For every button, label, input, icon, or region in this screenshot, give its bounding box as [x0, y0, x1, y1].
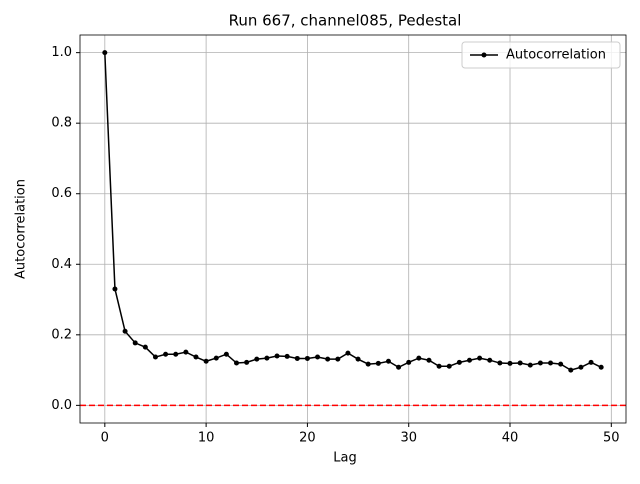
data-point [527, 362, 533, 368]
data-point [112, 286, 118, 292]
data-point [487, 357, 493, 363]
y-tick-label: 1.0 [51, 45, 72, 60]
data-point [537, 360, 543, 366]
chart-title: Run 667, channel085, Pedestal [229, 12, 462, 30]
data-point [456, 359, 462, 365]
data-point [294, 355, 300, 361]
data-point [406, 359, 412, 365]
legend-marker [481, 52, 487, 58]
y-tick-label: 0.0 [51, 398, 72, 413]
data-point [223, 351, 229, 357]
data-line [104, 52, 602, 371]
legend-label: Autocorrelation [506, 48, 606, 63]
y-tick-label: 0.4 [51, 257, 72, 272]
data-point [507, 360, 513, 366]
data-point [244, 359, 250, 365]
y-axis-label: Autocorrelation [14, 179, 29, 279]
data-point [568, 367, 574, 373]
data-point [416, 355, 422, 361]
data-point [315, 354, 321, 360]
x-tick-label: 50 [603, 431, 620, 446]
plot-frame [79, 34, 627, 424]
x-tick-label: 20 [299, 431, 316, 446]
data-point [477, 355, 483, 361]
x-tick-label: 10 [198, 431, 215, 446]
data-point [436, 363, 442, 369]
data-point [102, 50, 108, 56]
data-point [234, 360, 240, 366]
data-point [284, 353, 290, 359]
x-tick-label: 0 [101, 431, 109, 446]
data-point [173, 351, 179, 357]
data-point [132, 340, 138, 346]
data-point [193, 354, 199, 360]
data-point [497, 360, 503, 366]
data-point [142, 344, 148, 350]
data-point [385, 358, 391, 364]
data-point [426, 357, 432, 363]
data-point [598, 364, 604, 370]
data-point [152, 354, 158, 360]
data-point [325, 356, 331, 362]
data-point [274, 353, 280, 359]
x-tick-label: 40 [502, 431, 519, 446]
legend-box [461, 41, 621, 69]
data-point [588, 359, 594, 365]
data-point [163, 351, 169, 357]
data-point [203, 358, 209, 364]
x-tick-label: 30 [400, 431, 417, 446]
data-point [183, 349, 189, 355]
data-point [254, 356, 260, 362]
data-point [558, 361, 564, 367]
data-point [345, 350, 351, 356]
data-point [466, 357, 472, 363]
data-point [122, 328, 128, 334]
data-point [578, 364, 584, 370]
data-point [517, 360, 523, 366]
data-point [213, 355, 219, 361]
data-point [446, 363, 452, 369]
y-tick-label: 0.6 [51, 186, 72, 201]
data-point [548, 360, 554, 366]
y-tick-label: 0.8 [51, 116, 72, 131]
data-point [365, 361, 371, 367]
data-point [355, 356, 361, 362]
x-axis-label: Lag [333, 451, 356, 466]
data-point [304, 355, 310, 361]
data-point [375, 360, 381, 366]
y-tick-label: 0.2 [51, 327, 72, 342]
data-point [396, 364, 402, 370]
data-point [335, 356, 341, 362]
data-point [264, 355, 270, 361]
